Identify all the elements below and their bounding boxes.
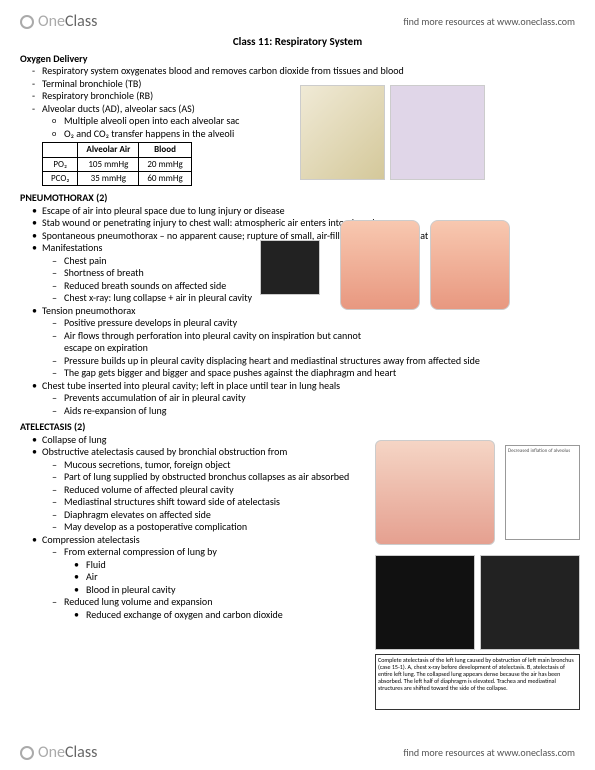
table-cell: PO₂ (43, 157, 78, 171)
page-header: OneClass find more resources at www.onec… (20, 12, 575, 31)
page-footer: OneClass find more resources at www.onec… (20, 743, 575, 762)
list-item: Multiple alveoli open into each alveolar… (20, 115, 575, 128)
xray-image (375, 555, 475, 650)
table-cell: PCO₂ (43, 171, 78, 185)
list: Respiratory system oxygenates blood and … (20, 65, 575, 140)
table-header (43, 143, 78, 157)
lung-diagram-image (375, 440, 495, 545)
list-item: Respiratory system oxygenates blood and … (20, 65, 575, 78)
logo: OneClass (20, 743, 97, 762)
logo-text-light: One (38, 743, 65, 762)
logo-icon (20, 746, 34, 760)
list-item: O₂ and CO₂ transfer happens in the alveo… (20, 128, 575, 141)
list-item: Air flows through perforation into pleur… (20, 330, 375, 355)
table-row: PO₂ 105 mmHg 20 mmHg (43, 157, 192, 171)
list-item: Prevents accumulation of air in pleural … (20, 392, 575, 405)
table-cell: 105 mmHg (78, 157, 139, 171)
list-item: Positive pressure develops in pleural ca… (20, 317, 575, 330)
table-cell: 35 mmHg (78, 171, 139, 185)
data-table: Alveolar Air Blood PO₂ 105 mmHg 20 mmHg … (42, 142, 192, 186)
logo-text-dark: Class (65, 743, 97, 762)
footer-link-text: find more resources at www.oneclass.com (403, 746, 575, 759)
list-item: Aids re-expansion of lung (20, 405, 575, 418)
logo-icon (20, 15, 34, 29)
table-header: Blood (139, 143, 191, 157)
logo-text-dark: Class (65, 12, 97, 31)
list-item: Respiratory bronchiole (RB) (20, 90, 575, 103)
lung-diagram-image (430, 220, 510, 310)
table-row: PCO₂ 35 mmHg 60 mmHg (43, 171, 192, 185)
diagram-panel: Decreased inflation of alveolus (505, 445, 580, 540)
list-item: Part of lung supplied by obstructed bron… (20, 471, 375, 484)
table-row: Alveolar Air Blood (43, 143, 192, 157)
alveoli-diagram-image (300, 85, 385, 180)
logo-text-light: One (38, 12, 65, 31)
histology-image (390, 85, 485, 180)
xray-image (260, 240, 320, 295)
section-heading: ATELECTASIS (2) (20, 421, 575, 434)
list-item: The gap gets bigger and bigger and space… (20, 367, 575, 380)
section-heading: PNEUMOTHORAX (2) (20, 192, 575, 205)
logo: OneClass (20, 12, 97, 31)
xray-image (480, 555, 580, 650)
lung-diagram-image (340, 220, 420, 310)
header-link-text: find more resources at www.oneclass.com (403, 15, 575, 28)
page-title: Class 11: Respiratory System (20, 35, 575, 49)
figure-caption: Complete atelectasis of the left lung ca… (375, 654, 580, 710)
table-header: Alveolar Air (78, 143, 139, 157)
table-cell: 60 mmHg (139, 171, 191, 185)
table-cell: 20 mmHg (139, 157, 191, 171)
